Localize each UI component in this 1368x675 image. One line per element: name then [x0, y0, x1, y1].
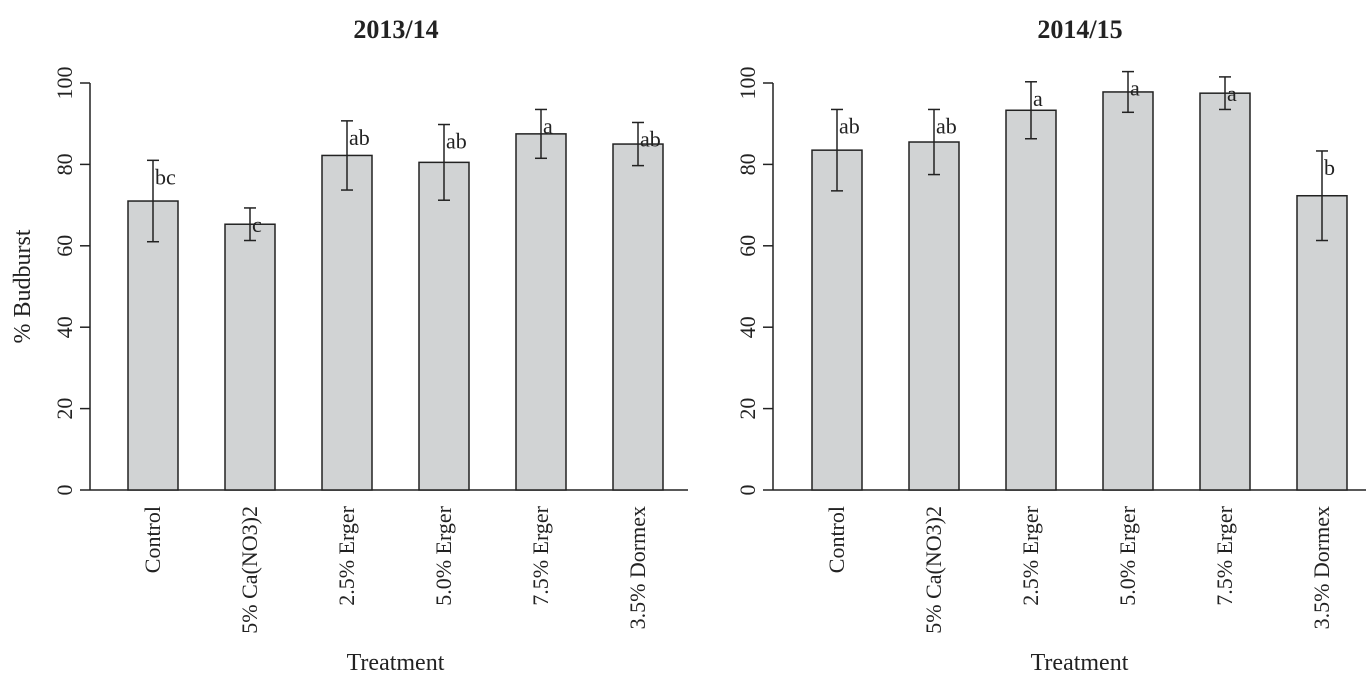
error-bar [244, 207, 256, 242]
bar [1005, 109, 1057, 491]
bar [515, 133, 567, 491]
significance-letter: b [1324, 155, 1335, 180]
y-tick-label: 60 [52, 235, 77, 257]
x-tick-label: 5% Ca(NO3)2 [921, 506, 946, 634]
y-tick-label: 100 [52, 67, 77, 100]
error-bar [632, 121, 644, 167]
x-tick-label: 7.5% Erger [528, 505, 553, 605]
bar [811, 149, 863, 491]
bar [224, 223, 276, 491]
error-bar [1025, 81, 1037, 140]
error-bar [1219, 76, 1231, 111]
bar [612, 143, 664, 491]
x-tick-label: 3.5% Dormex [1309, 506, 1334, 629]
error-bar [928, 108, 940, 176]
x-tick-label: 2.5% Erger [1018, 505, 1043, 605]
x-tick-label: Control [140, 506, 165, 573]
y-tick-label: 0 [735, 485, 760, 496]
error-bar [341, 120, 353, 191]
chart-title: 2013/14 [353, 15, 438, 44]
y-tick-label: 80 [735, 153, 760, 175]
significance-letter: a [1033, 86, 1043, 111]
y-tick-label: 20 [735, 398, 760, 420]
significance-letter: ab [936, 113, 957, 138]
x-tick-label: 5.0% Erger [431, 505, 456, 605]
x-axis-title: Treatment [347, 650, 445, 675]
bar [1102, 91, 1154, 491]
bar [908, 141, 960, 491]
x-tick-label: 3.5% Dormex [625, 506, 650, 629]
x-tick-label: Control [824, 506, 849, 573]
y-tick-label: 40 [735, 316, 760, 338]
y-tick-label: 0 [52, 485, 77, 496]
y-tick-label: 60 [735, 235, 760, 257]
error-bar [535, 108, 547, 160]
bar [1296, 194, 1348, 491]
y-tick-label: 40 [52, 316, 77, 338]
error-bar [147, 159, 159, 243]
bar [127, 200, 179, 491]
y-axis-title: % Budburst [10, 229, 36, 343]
significance-letter: a [1130, 76, 1140, 101]
bar [418, 161, 470, 491]
y-tick-label: 20 [52, 398, 77, 420]
significance-letter: a [543, 113, 553, 138]
significance-letter: ab [839, 113, 860, 138]
y-tick-label: 80 [52, 153, 77, 175]
bar [1199, 92, 1251, 491]
x-tick-label: 5.0% Erger [1115, 505, 1140, 605]
x-tick-label: 2.5% Erger [334, 505, 359, 605]
significance-letter: ab [640, 126, 661, 151]
significance-letter: bc [155, 164, 176, 189]
chart-title: 2014/15 [1037, 15, 1122, 44]
significance-letter: a [1227, 81, 1237, 106]
error-bar [1316, 150, 1328, 242]
error-bar [831, 108, 843, 192]
x-tick-label: 7.5% Erger [1212, 505, 1237, 605]
x-tick-label: 5% Ca(NO3)2 [237, 506, 262, 634]
y-tick-label: 100 [735, 67, 760, 100]
significance-letter: ab [349, 125, 370, 150]
bar [321, 154, 373, 491]
error-bar [438, 123, 450, 201]
significance-letter: ab [446, 129, 467, 154]
significance-letter: c [252, 212, 262, 237]
x-axis-title: Treatment [1031, 650, 1129, 675]
error-bar [1122, 70, 1134, 114]
